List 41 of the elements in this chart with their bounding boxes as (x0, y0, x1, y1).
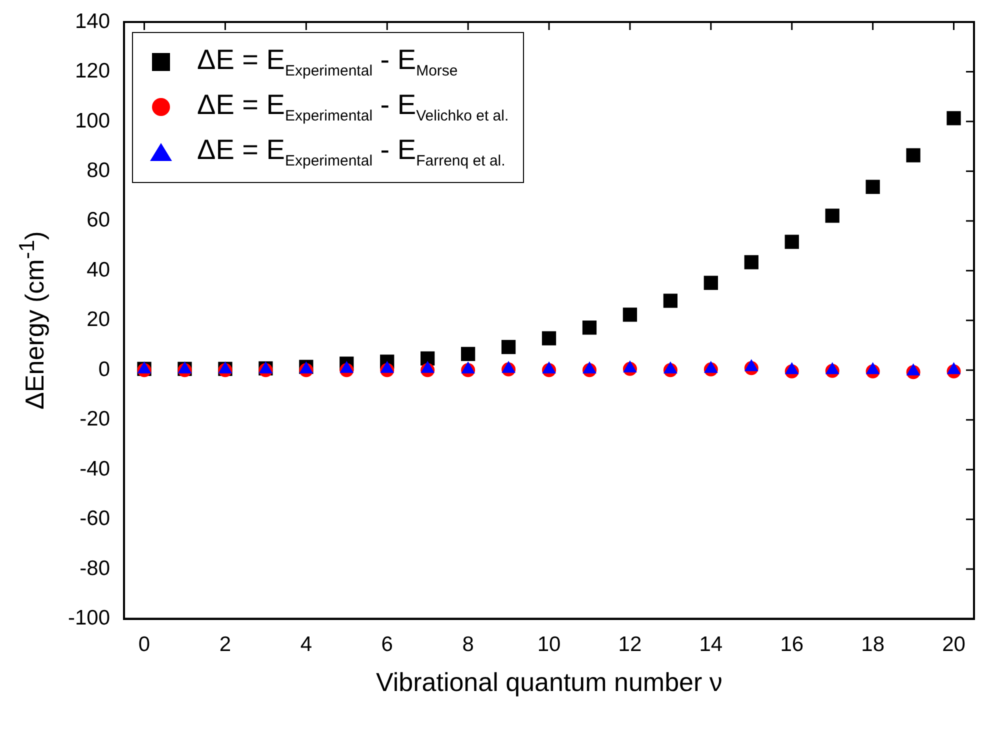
x-tick-label: 4 (300, 633, 312, 656)
x-tick-label: 12 (618, 633, 642, 656)
point (825, 208, 840, 223)
x-tick-label: 8 (462, 633, 474, 656)
y-tick-label: -40 (80, 457, 110, 480)
y-tick-label: 40 (86, 258, 110, 282)
point (906, 148, 920, 162)
point (744, 255, 758, 270)
x-tick-label: 20 (942, 633, 966, 656)
y-tick-label: -80 (80, 556, 110, 580)
y-tick-label: -100 (68, 606, 110, 630)
y-tick-label: 120 (74, 60, 110, 83)
point (704, 276, 718, 290)
point (622, 308, 638, 322)
x-axis-title: Vibrational quantum number ν (376, 666, 722, 698)
y-tick-label: 80 (86, 158, 110, 182)
y-tick-label: 20 (86, 308, 110, 332)
point (501, 340, 516, 354)
y-tick-label: -20 (80, 408, 110, 431)
point (946, 111, 961, 126)
point (542, 331, 556, 346)
point (460, 346, 476, 362)
x-tick-label: 14 (699, 633, 723, 656)
point (663, 294, 678, 308)
point (784, 234, 799, 249)
x-tick-label: 0 (138, 633, 150, 656)
x-tick-label: 10 (537, 633, 561, 656)
x-tick-label: 6 (381, 633, 393, 656)
point (866, 180, 880, 194)
y-tick-label: 140 (74, 10, 110, 33)
x-tick-label: 18 (861, 633, 884, 656)
legend-label: ΔE = E$_{Experimental}$ - E$_{Morse}$ (197, 44, 458, 80)
x-tick-label: 16 (780, 633, 804, 656)
y-tick-label: 100 (74, 109, 110, 132)
y-tick-label: -60 (80, 507, 110, 530)
y-tick-label: 0 (98, 358, 110, 381)
point (582, 320, 597, 335)
legend-label: ΔE = E$_{Experimental}$ - E$_{Velichko et al.}$ (197, 88, 509, 124)
y-tick-label: 60 (86, 208, 110, 232)
legend-label: ΔE = E$_{Experimental}$ - E$_{Farrenq et al.}$ (197, 134, 506, 170)
x-tick-label: 2 (219, 633, 232, 656)
